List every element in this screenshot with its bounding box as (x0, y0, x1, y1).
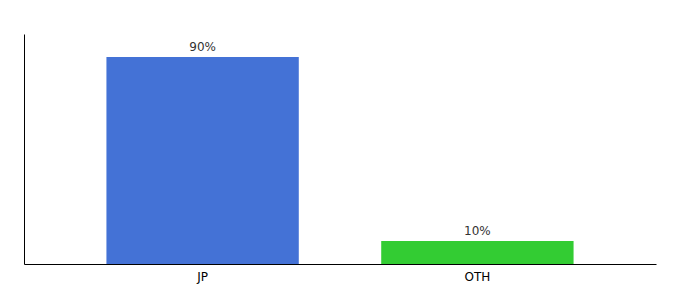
chart-svg: JP OTH 90% 10% (0, 0, 680, 300)
x-axis: JP OTH (25, 264, 657, 284)
plot-area: JP OTH 90% 10% (25, 35, 657, 284)
data-labels: 90% 10% (189, 40, 490, 238)
bars (106, 57, 573, 264)
data-label: 90% (189, 40, 216, 54)
bar (106, 57, 298, 264)
x-tick: JP (196, 264, 208, 284)
x-tick-label: JP (196, 270, 208, 284)
x-axis-line (25, 264, 657, 265)
bar (381, 241, 573, 264)
x-tick: OTH (464, 264, 490, 284)
x-tick-label: OTH (464, 270, 490, 284)
y-axis (24, 35, 25, 265)
data-label: 10% (464, 224, 491, 238)
chart-container: JP OTH 90% 10% (0, 0, 680, 300)
y-axis-line (24, 35, 25, 265)
